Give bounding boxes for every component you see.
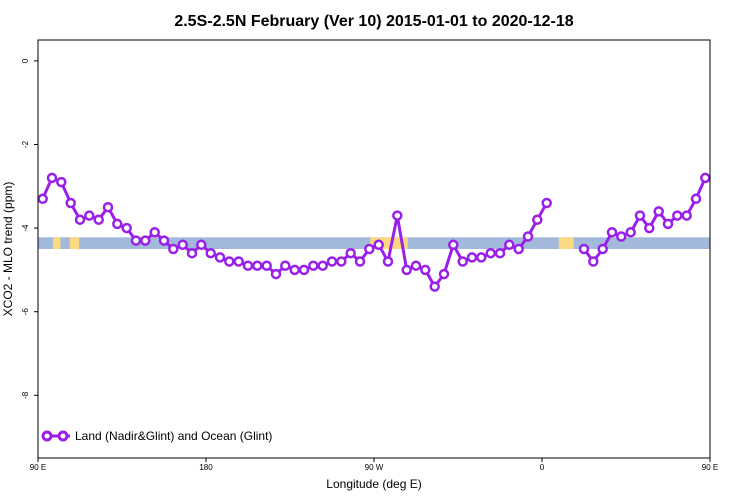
data-point xyxy=(681,210,692,221)
data-point xyxy=(93,214,104,225)
y-axis-label: XCO2 - MLO trend (ppm) xyxy=(1,182,15,317)
data-point xyxy=(494,247,506,259)
x-tick-label: 90 E xyxy=(702,463,718,472)
x-tick-label: 90 E xyxy=(30,463,46,472)
data-point xyxy=(420,264,431,276)
data-point xyxy=(354,256,366,267)
data-point xyxy=(700,172,710,184)
data-point xyxy=(466,252,478,263)
data-point xyxy=(504,239,515,251)
data-point xyxy=(476,252,487,263)
data-point xyxy=(317,260,328,271)
data-point xyxy=(644,222,655,234)
data-point xyxy=(616,231,627,242)
data-point xyxy=(196,239,207,251)
data-point xyxy=(289,264,300,276)
y-tick-label: -2 xyxy=(21,140,30,148)
data-point xyxy=(233,256,244,267)
data-point xyxy=(382,256,394,267)
data-point xyxy=(373,239,384,251)
data-point xyxy=(653,206,664,217)
data-point xyxy=(168,243,179,255)
data-point xyxy=(606,227,618,238)
data-point xyxy=(261,260,272,271)
data-point xyxy=(457,256,468,267)
data-point xyxy=(578,243,590,255)
data-point xyxy=(541,197,552,209)
data-point xyxy=(634,210,646,221)
data-point xyxy=(720,199,728,207)
data-point xyxy=(242,260,254,271)
data-point xyxy=(336,256,347,267)
x-tick-label: 180 xyxy=(199,463,213,472)
data-point xyxy=(410,260,422,271)
data-point xyxy=(392,210,403,221)
data-point xyxy=(729,216,737,224)
data-point xyxy=(345,247,356,259)
data-point xyxy=(46,172,58,184)
data-point xyxy=(298,264,310,276)
data-point xyxy=(364,243,375,255)
data-point xyxy=(205,247,216,259)
legend: Land (Nadir&Glint) and Ocean (Glint) xyxy=(41,429,272,443)
x-tick-label: 0 xyxy=(540,463,545,472)
y-tick-label: 0 xyxy=(21,58,30,63)
land-band-segment xyxy=(370,237,408,249)
data-point xyxy=(84,210,95,221)
data-point xyxy=(438,268,450,280)
land-band-segment xyxy=(52,237,61,249)
data-point xyxy=(74,214,86,225)
land-band-segment xyxy=(558,237,574,249)
data-point xyxy=(401,264,412,276)
legend-label: Land (Nadir&Glint) and Ocean (Glint) xyxy=(75,429,272,443)
data-point xyxy=(214,252,226,263)
x-tick-label: 90 W xyxy=(365,463,384,472)
y-tick-label: -4 xyxy=(21,224,30,232)
data-point xyxy=(280,260,291,271)
data-point xyxy=(270,268,282,280)
data-point xyxy=(177,239,188,251)
data-point xyxy=(690,193,702,205)
data-point xyxy=(121,222,132,234)
data-point xyxy=(672,210,683,221)
data-point xyxy=(38,193,48,205)
data-point xyxy=(522,231,534,242)
y-tick-label: -6 xyxy=(21,308,30,316)
series-layer xyxy=(38,172,747,292)
data-point xyxy=(252,260,263,271)
x-axis-label: Longitude (deg E) xyxy=(326,477,421,491)
data-point xyxy=(149,227,160,238)
data-point xyxy=(709,179,710,185)
data-point xyxy=(326,256,338,267)
land-band-segment xyxy=(69,237,80,249)
y-tick-label: -8 xyxy=(21,391,30,399)
data-point xyxy=(140,235,151,246)
data-point xyxy=(224,256,235,267)
data-point xyxy=(130,235,142,246)
data-point xyxy=(102,201,114,213)
x-axis: 90 E 180 90 W 0 90 E xyxy=(30,458,718,472)
data-point xyxy=(448,239,459,251)
land-band-segment xyxy=(734,237,740,249)
data-point xyxy=(65,197,76,209)
data-point xyxy=(588,256,599,267)
data-point xyxy=(625,227,636,238)
y-axis: 0 -2 -4 -6 -8 xyxy=(21,58,38,399)
data-point xyxy=(186,247,198,259)
chart-title: 2.5S-2.5N February (Ver 10) 2015-01-01 t… xyxy=(174,13,573,30)
legend-marker-swatch xyxy=(41,430,53,442)
data-point xyxy=(56,176,67,188)
data-point xyxy=(158,235,170,246)
data-point xyxy=(532,214,543,225)
data-point xyxy=(597,243,608,255)
data-point xyxy=(513,243,524,255)
data-point xyxy=(308,260,319,271)
data-point xyxy=(112,218,123,230)
data-point xyxy=(662,218,674,230)
data-point xyxy=(739,212,747,220)
data-point xyxy=(485,247,496,259)
legend-marker-swatch xyxy=(57,430,69,442)
data-point xyxy=(429,281,440,292)
